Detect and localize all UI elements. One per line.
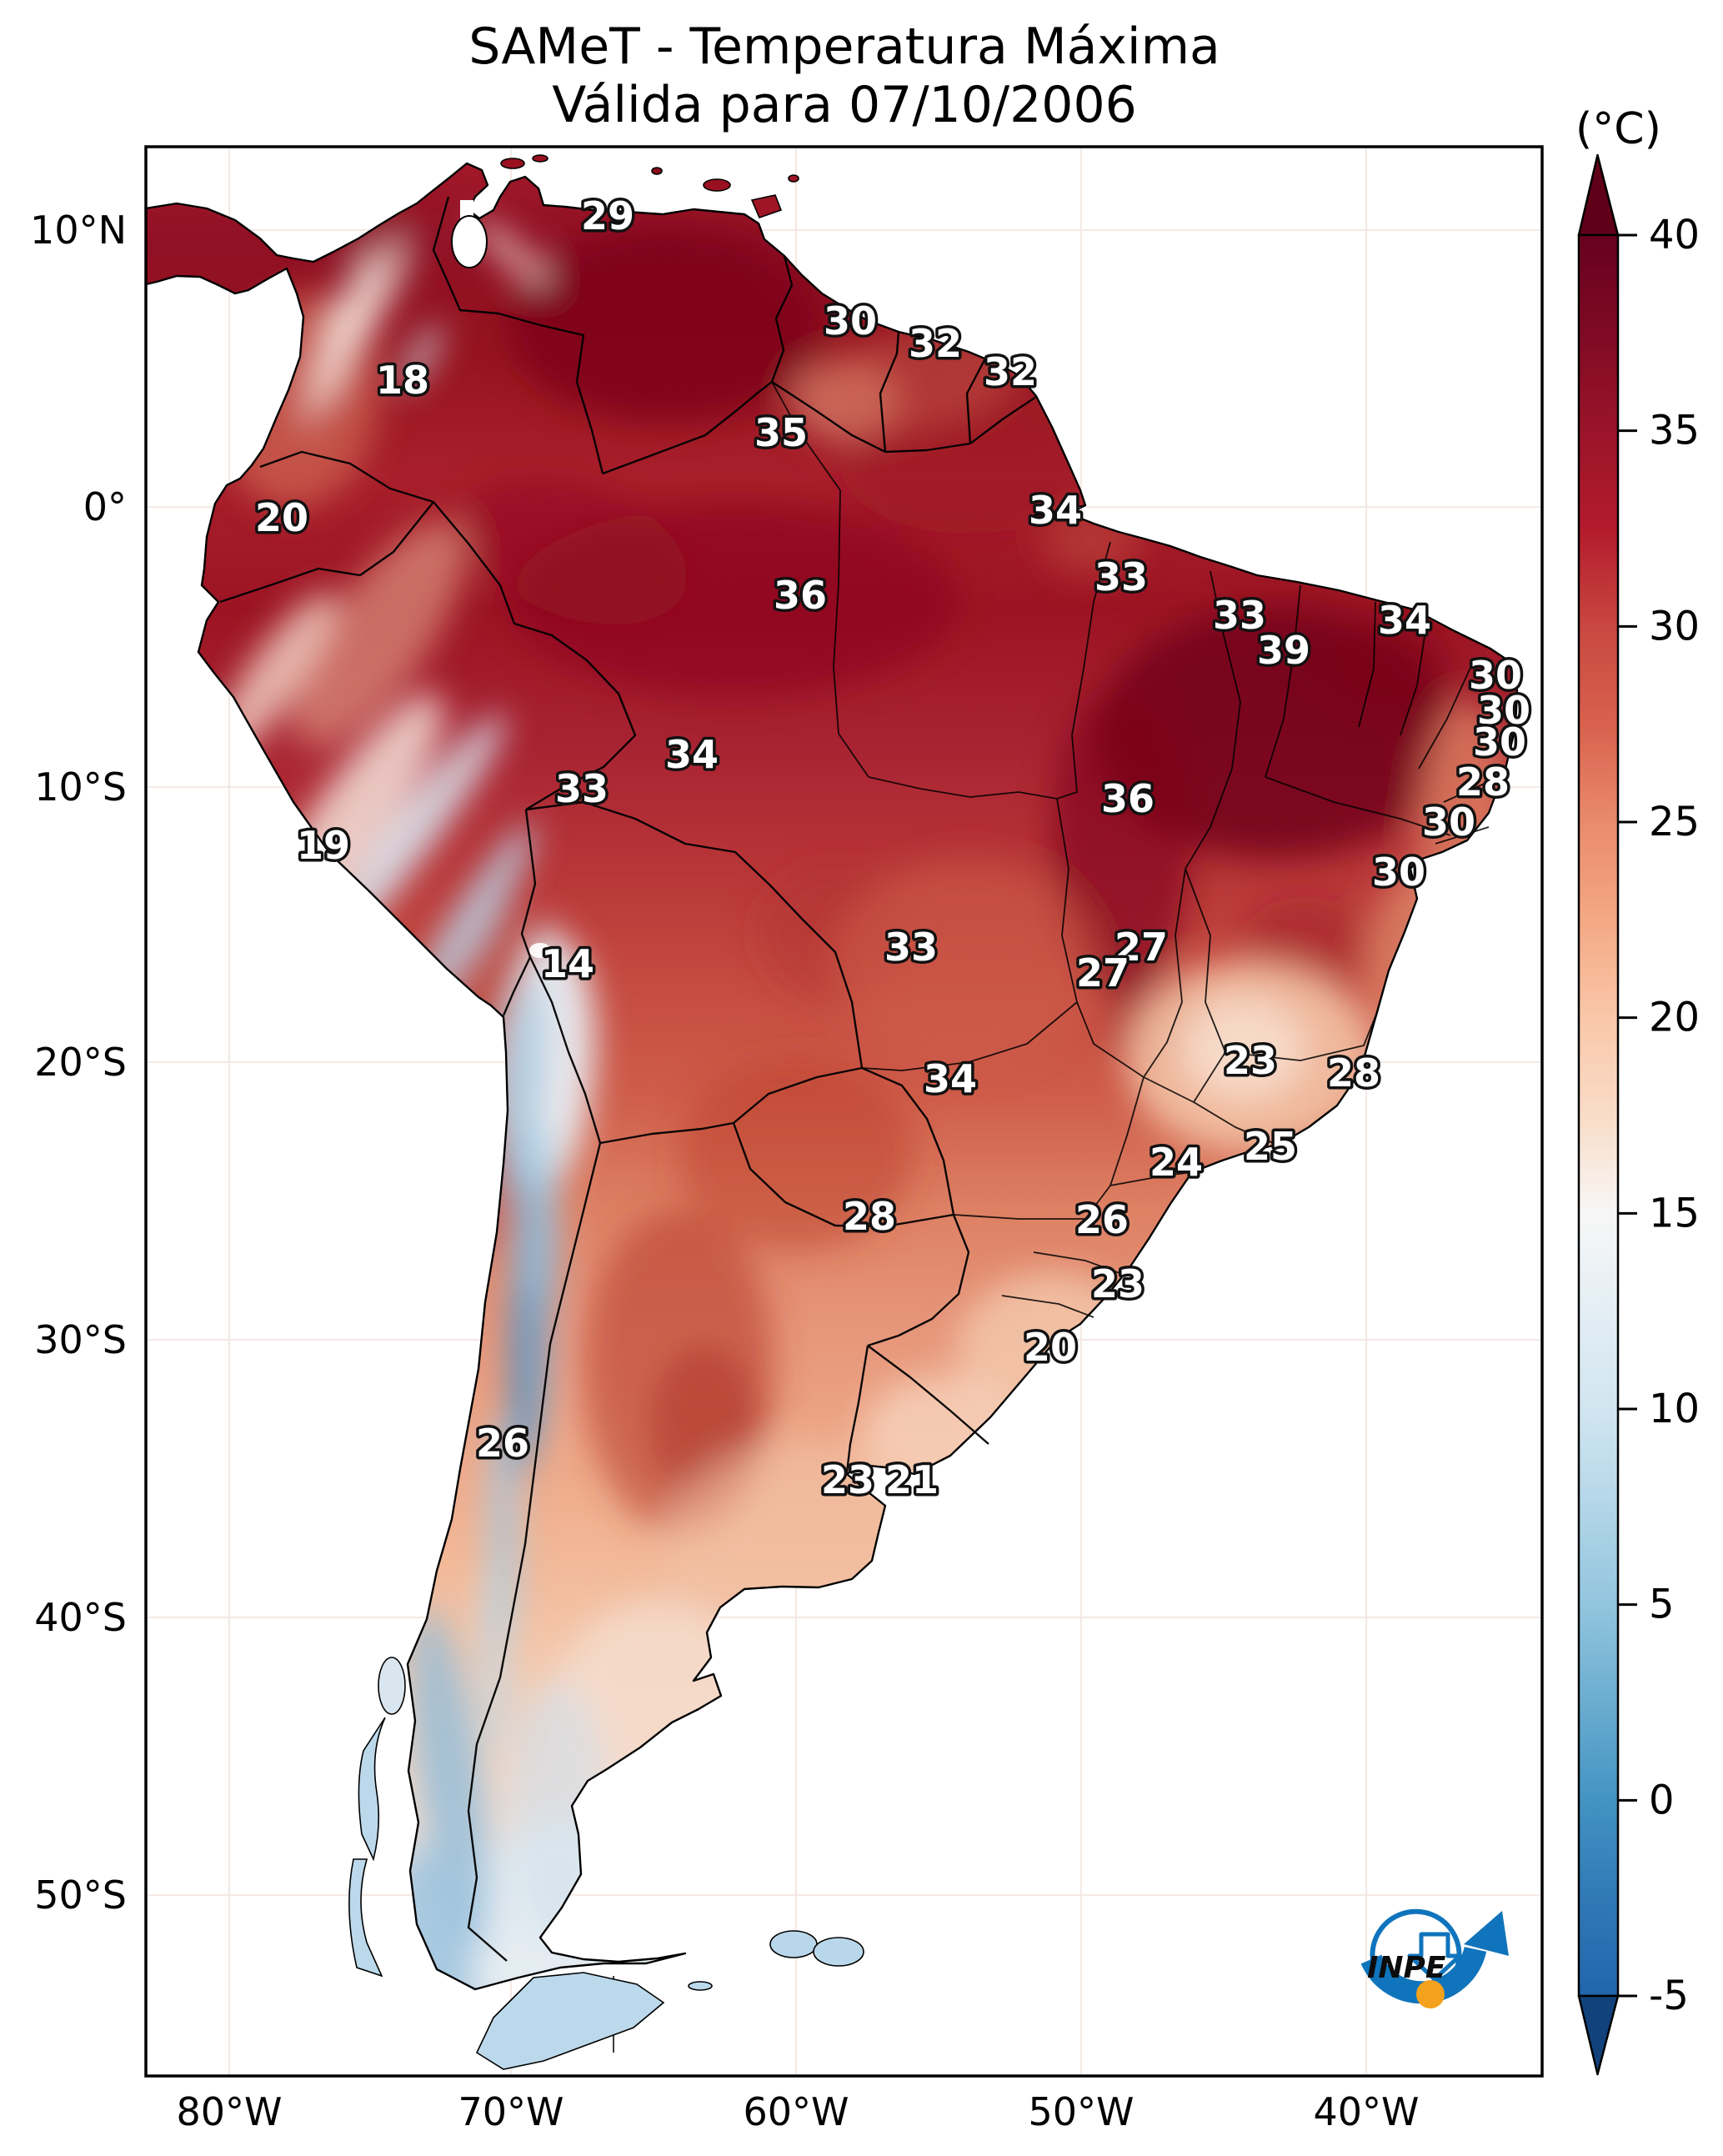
- temp-label: 23: [1091, 1261, 1144, 1306]
- lon-tick-label: 50°W: [1028, 2089, 1134, 2134]
- colorbar-tick-label: 25: [1649, 799, 1700, 845]
- temp-label: 28: [1456, 760, 1510, 805]
- colorbar-tick-label: 5: [1649, 1582, 1675, 1628]
- tierra-del-fuego: [475, 1972, 665, 2070]
- colorbar-unit-label: (°C): [1575, 104, 1661, 154]
- lon-tick-label: 80°W: [176, 2089, 282, 2134]
- temp-label: 28: [1327, 1050, 1380, 1096]
- temp-label: 23: [821, 1457, 874, 1502]
- lat-tick-label: 40°S: [34, 1595, 127, 1640]
- temp-label: 39: [1257, 628, 1310, 673]
- temperature-field: [213, 196, 1517, 1989]
- temp-label: 36: [774, 573, 827, 618]
- colorbar-tick-label: 10: [1649, 1386, 1700, 1432]
- lat-tick-label: 50°S: [34, 1873, 127, 1918]
- temp-label: 30: [824, 298, 877, 343]
- inpe-logo-text: INPE: [1367, 1951, 1446, 1985]
- temp-label: 23: [1224, 1038, 1277, 1083]
- lake-maracaibo: [451, 200, 488, 268]
- temp-label: 25: [1244, 1124, 1297, 1169]
- temp-label: 21: [885, 1457, 939, 1502]
- country-borders: [219, 196, 1037, 1962]
- temp-label: 34: [1378, 598, 1431, 643]
- temp-label: 28: [843, 1194, 896, 1239]
- temp-label: 29: [581, 193, 634, 238]
- temp-label: 34: [1029, 488, 1082, 533]
- inpe-logo: INPE: [1360, 1908, 1509, 2008]
- colorbar-ticks: 40 35 30 25 20 15 10 5 0 -5: [1618, 212, 1700, 2019]
- colorbar-tick-label: 40: [1649, 212, 1700, 258]
- temp-label: 33: [555, 766, 609, 811]
- lake-titicaca: [529, 943, 551, 958]
- inpe-arrow-down-icon: [1407, 1932, 1462, 1982]
- temp-label: 30: [1477, 688, 1530, 733]
- inpe-orbit-circle-icon: [1370, 1908, 1462, 1976]
- colorbar: (°C) 40 35 30 25 20 15 10 5 0 -5: [1575, 104, 1700, 2076]
- temp-label: 14: [541, 941, 594, 986]
- temp-label: 32: [984, 349, 1037, 394]
- lon-tick-label: 60°W: [743, 2089, 849, 2134]
- map-land-layer: [146, 154, 1519, 2070]
- colorbar-tick-label: -5: [1649, 1973, 1689, 2019]
- temp-label: 19: [297, 823, 350, 868]
- temp-label: 27: [1114, 925, 1168, 970]
- temp-label: 34: [924, 1056, 977, 1101]
- colorbar-extend-below-arrow: [1577, 1994, 1620, 2076]
- state-borders: [613, 381, 1500, 2053]
- temp-label: 30: [1473, 720, 1526, 765]
- colorbar-tick-label: 35: [1649, 408, 1700, 454]
- temp-label: 26: [476, 1421, 529, 1466]
- temp-label: 36: [1101, 776, 1155, 821]
- temp-label: 20: [1024, 1325, 1077, 1370]
- temp-label: 30: [1422, 800, 1475, 845]
- lat-tick-label: 20°S: [34, 1040, 127, 1085]
- colorbar-tick-label: 30: [1649, 603, 1700, 649]
- temp-label: 24: [1150, 1140, 1203, 1185]
- inpe-arrow-up-icon: [1464, 1911, 1509, 1956]
- temp-label: 35: [754, 410, 808, 455]
- lat-tick-label: 10°N: [30, 208, 127, 253]
- latitude-axis: 10°N 0° 10°S 20°S 30°S 40°S 50°S: [30, 208, 127, 1918]
- temp-label: 30: [1469, 653, 1522, 698]
- temp-label: 33: [884, 925, 938, 970]
- lat-tick-label: 0°: [83, 484, 127, 529]
- temp-label: 34: [665, 732, 719, 777]
- map-frame: [144, 145, 1544, 2078]
- temp-label: 18: [376, 358, 429, 403]
- colorbar-tick-label: 15: [1649, 1190, 1700, 1236]
- longitude-axis: 80°W 70°W 60°W 50°W 40°W: [176, 2089, 1419, 2134]
- lat-tick-label: 10°S: [34, 765, 127, 810]
- colorbar-extend-above-arrow: [1577, 153, 1620, 237]
- lon-tick-label: 40°W: [1313, 2089, 1419, 2134]
- temp-label: 26: [1075, 1197, 1129, 1242]
- colorbar-tick-label: 20: [1649, 995, 1700, 1041]
- temp-label: 33: [1213, 593, 1266, 638]
- colorbar-gradient-bar: [1577, 233, 1620, 1998]
- islands: [348, 154, 864, 2070]
- colorbar-tick-label: 0: [1649, 1777, 1675, 1823]
- temp-label: 20: [255, 495, 308, 540]
- lat-tick-label: 30°S: [34, 1317, 127, 1362]
- temp-label: 27: [1076, 950, 1129, 995]
- page-title: SAMeT - Temperatura Máxima: [468, 18, 1220, 76]
- lon-tick-label: 70°W: [458, 2089, 563, 2134]
- inpe-orange-dot-icon: [1416, 1980, 1445, 2008]
- page-subtitle: Válida para 07/10/2006: [552, 76, 1137, 134]
- temp-label: 32: [909, 321, 962, 366]
- temp-label: 33: [1094, 554, 1148, 599]
- amazon-river-mouth: [1033, 504, 1086, 516]
- temp-label: 30: [1372, 850, 1425, 895]
